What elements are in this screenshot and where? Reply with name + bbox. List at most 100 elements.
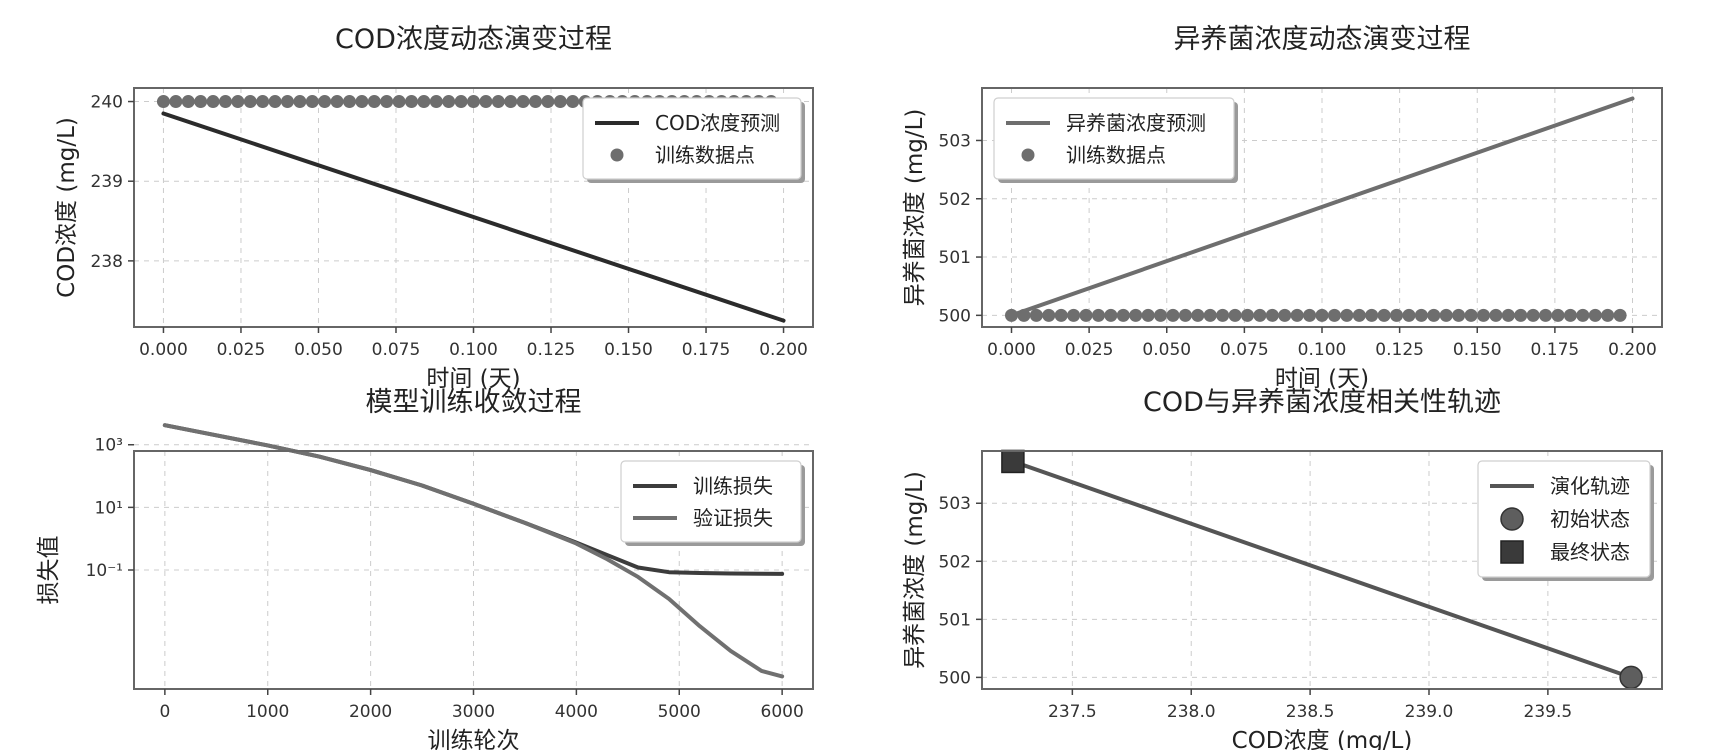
- data-point: [1141, 308, 1155, 322]
- data-point: [1414, 308, 1428, 322]
- data-point: [305, 95, 319, 109]
- legend-label: 初始状态: [1550, 507, 1630, 531]
- chart-cod: 0.000 0.025 0.050 0.075 0.100 0.125 0.150 0.175…: [54, 24, 814, 392]
- data-point: [1216, 308, 1230, 322]
- x-tick-label: 0.125: [1375, 340, 1424, 360]
- y-tick-label: 10³: [95, 436, 123, 456]
- x-tick-label: 0.050: [294, 340, 343, 360]
- data-point: [218, 95, 232, 109]
- legend-swatch-circle: [1500, 507, 1524, 531]
- x-tick-label: 0.000: [987, 340, 1036, 360]
- data-point: [380, 95, 394, 109]
- x-tick-label: 1000: [246, 702, 289, 722]
- legend-box: [582, 97, 802, 180]
- data-point: [417, 95, 431, 109]
- data-point: [516, 95, 530, 109]
- x-tick-label: 4000: [555, 702, 598, 722]
- x-tick-label: 2000: [349, 702, 392, 722]
- data-point: [1166, 308, 1180, 322]
- data-point: [1191, 308, 1205, 322]
- data-point: [355, 95, 369, 109]
- x-tick-label: 0.175: [1531, 340, 1580, 360]
- x-axis-label: 训练轮次: [428, 728, 520, 750]
- x-axis-label: 时间 (天): [426, 366, 520, 392]
- plot-frame: [981, 450, 1663, 690]
- y-tick-label: 500: [939, 668, 971, 688]
- data-point: [268, 95, 282, 109]
- legend-label: 异养菌浓度预测: [1066, 111, 1206, 135]
- chart-bacteria: 0.000 0.025 0.050 0.075 0.100 0.125 0.150 0.175…: [902, 24, 1663, 392]
- data-point: [1178, 308, 1192, 322]
- x-tick-label: 239.0: [1405, 702, 1454, 722]
- x-tick-label: 0.075: [1220, 340, 1269, 360]
- x-axis-label: COD浓度 (mg/L): [1232, 728, 1413, 750]
- y-tick-label: 503: [939, 494, 971, 514]
- x-tick-label: 5000: [658, 702, 701, 722]
- y-axis-label: 异养菌浓度 (mg/L): [902, 109, 928, 307]
- data-point: [318, 95, 332, 109]
- x-tick-label: 0.200: [1608, 340, 1657, 360]
- legend-label: 演化轨迹: [1550, 474, 1630, 498]
- data-point: [504, 95, 518, 109]
- x-tick-label: 3000: [452, 702, 495, 722]
- data-point: [367, 95, 381, 109]
- y-tick-label: 503: [939, 131, 971, 151]
- data-point: [1539, 308, 1553, 322]
- data-point: [256, 95, 270, 109]
- x-tick-label: 0.200: [759, 340, 808, 360]
- chart-title: 异养菌浓度动态演变过程: [1174, 24, 1471, 55]
- data-point: [1228, 308, 1242, 322]
- data-point: [1067, 308, 1081, 322]
- x-tick-label: 0.025: [217, 340, 266, 360]
- data-point: [1042, 308, 1056, 322]
- data-point: [1029, 308, 1043, 322]
- y-axis-label: COD浓度 (mg/L): [54, 117, 80, 298]
- data-point: [404, 95, 418, 109]
- data-point: [1290, 308, 1304, 322]
- y-tick-label: 10⁻¹: [86, 561, 123, 581]
- data-point: [1476, 308, 1490, 322]
- data-point: [1439, 308, 1453, 322]
- final-state-marker: [1001, 449, 1025, 474]
- data-point: [467, 95, 480, 109]
- initial-state-marker: [1619, 665, 1643, 690]
- data-point: [1390, 308, 1404, 322]
- legend-label: 训练损失: [693, 474, 773, 498]
- chart-title: 模型训练收敛过程: [366, 387, 582, 418]
- data-point: [1526, 308, 1540, 322]
- data-point: [1315, 308, 1329, 322]
- data-point: [429, 95, 443, 109]
- y-tick-label: 500: [939, 306, 971, 326]
- legend-label: COD浓度预测: [655, 111, 780, 135]
- data-point: [1352, 308, 1366, 322]
- y-tick-label: 502: [939, 190, 971, 210]
- data-point: [1253, 308, 1267, 322]
- data-point: [1613, 308, 1627, 322]
- legend-box: [620, 460, 802, 543]
- data-point: [1203, 308, 1217, 322]
- data-point: [491, 95, 505, 109]
- x-tick-label: 0.100: [449, 340, 498, 360]
- x-tick-label: 0.150: [1453, 340, 1502, 360]
- x-tick-label: 238.5: [1286, 702, 1335, 722]
- x-axis-label: 时间 (天): [1275, 366, 1369, 392]
- series-trajectory-0-line: [1010, 459, 1634, 680]
- data-point: [1452, 308, 1466, 322]
- y-tick-label: 501: [939, 248, 971, 268]
- data-point: [442, 95, 456, 109]
- data-point: [1501, 308, 1515, 322]
- x-tick-label: 0.000: [139, 340, 188, 360]
- data-point: [231, 95, 245, 109]
- legend-box: [993, 97, 1235, 180]
- legend-label: 最终状态: [1550, 540, 1630, 564]
- data-point: [342, 95, 356, 109]
- data-point: [1551, 308, 1565, 322]
- x-tick-label: 238.0: [1167, 702, 1216, 722]
- chart-title: COD与异养菌浓度相关性轨迹: [1143, 387, 1501, 418]
- y-tick-label: 10¹: [95, 498, 123, 518]
- data-point: [1004, 308, 1018, 322]
- y-tick-label: 239: [91, 172, 123, 192]
- data-point: [1054, 308, 1068, 322]
